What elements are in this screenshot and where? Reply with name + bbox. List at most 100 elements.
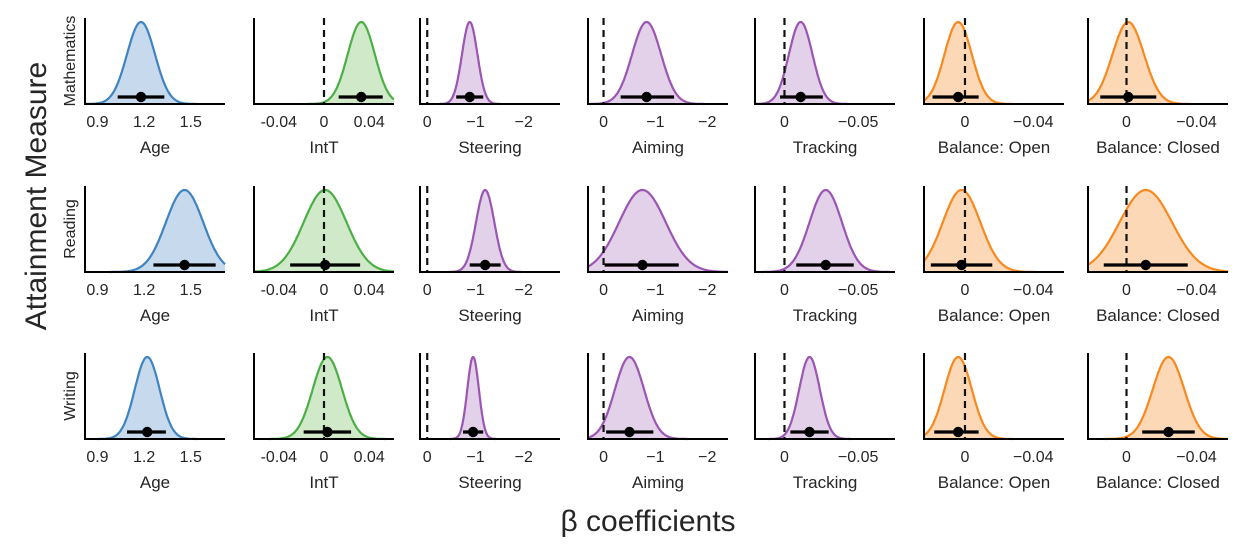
density-fill (438, 22, 501, 104)
panel-2-4: 0 −0.05 Tracking (754, 353, 895, 492)
x-tick-label: 1.2 (133, 114, 155, 131)
x-tick-label: −2 (515, 449, 533, 466)
x-tick-label: −1 (466, 449, 484, 466)
x-tick-label: −0.04 (1013, 114, 1054, 131)
posterior-mean-point (952, 91, 964, 103)
panel-2-3: 0 −1 −2 Aiming (587, 353, 728, 492)
density-curve (754, 20, 848, 106)
density-fill (588, 22, 705, 104)
density-curve (587, 188, 728, 273)
posterior-mean-point (467, 426, 479, 438)
x-tick-label: 0 (961, 282, 970, 299)
density-fill (449, 357, 497, 439)
posterior-mean-point (135, 91, 147, 103)
posterior-mean-point (479, 259, 491, 271)
x-tick-label: 1.5 (180, 114, 202, 131)
x-tick-label: 0.04 (354, 114, 385, 131)
panel-1-5: 0 −0.04 Balance: Open (923, 186, 1064, 325)
posterior-mean-point (142, 426, 153, 438)
density-curve (923, 355, 1013, 441)
density-curve (587, 355, 688, 441)
density-fill (588, 357, 688, 439)
column-label-2: Steering (458, 138, 521, 157)
density-curve (1087, 20, 1192, 106)
density-fill (587, 190, 728, 272)
x-tick-label: 0 (599, 449, 608, 466)
column-label-1: IntT (309, 473, 338, 492)
x-tick-label: 0 (599, 282, 608, 299)
density-fill (923, 357, 1013, 439)
row-label-2: Writing (62, 371, 79, 421)
x-tick-label: −0.04 (1176, 114, 1217, 131)
density-fill (760, 190, 891, 272)
column-label-1: IntT (309, 306, 338, 325)
panel-0-6: 0 −0.04 Balance: Closed (1087, 18, 1228, 157)
density-fill (97, 357, 197, 439)
density-curve (268, 355, 387, 441)
x-tick-label: −0.04 (1013, 449, 1054, 466)
density-curve (438, 20, 501, 106)
panel-2-1: -0.04 0 0.04 IntT (253, 353, 394, 492)
posterior-mean-point (820, 259, 831, 271)
density-fill (85, 22, 197, 104)
column-label-3: Aiming (632, 306, 684, 325)
density-fill (448, 190, 522, 272)
density-fill (254, 190, 394, 272)
density-fill (924, 190, 1037, 272)
posterior-mean-point (952, 426, 964, 438)
x-tick-label: −2 (698, 114, 716, 131)
column-label-4: Tracking (793, 138, 858, 157)
attainment-measure-label: Attainment Measure (20, 62, 53, 330)
x-tick-label: 0.9 (86, 282, 108, 299)
density-fill (754, 22, 848, 104)
density-curve (307, 20, 395, 106)
panel-1-6: 0 −0.04 Balance: Closed (1087, 186, 1229, 325)
density-fill (923, 22, 1013, 104)
density-curve (449, 355, 497, 441)
column-label-4: Tracking (793, 473, 858, 492)
panel-2-5: 0 −0.04 Balance: Open (923, 353, 1064, 492)
x-tick-label: 0.04 (354, 449, 385, 466)
x-tick-label: −0.04 (1176, 282, 1217, 299)
panel-0-5: 0 −0.04 Balance: Open (923, 18, 1064, 157)
column-label-6: Balance: Closed (1096, 306, 1220, 325)
column-label-5: Balance: Open (938, 473, 1050, 492)
x-tick-label: 0 (1122, 449, 1131, 466)
posterior-mean-point (1140, 259, 1151, 271)
column-label-3: Aiming (632, 138, 684, 157)
posterior-mean-point (637, 259, 648, 271)
panel-1-3: 0 −1 −2 Aiming (587, 186, 728, 325)
density-curve (588, 20, 705, 106)
x-tick-label: −1 (646, 449, 664, 466)
x-tick-label: −0.05 (838, 282, 879, 299)
x-tick-label: 0 (320, 449, 329, 466)
panel-1-4: 0 −0.05 Tracking (754, 186, 895, 325)
column-label-2: Steering (458, 306, 521, 325)
x-tick-label: −2 (515, 282, 533, 299)
density-curve (768, 355, 851, 441)
x-tick-label: 0.04 (354, 282, 385, 299)
density-fill (307, 22, 394, 104)
column-label-5: Balance: Open (938, 138, 1050, 157)
x-tick-label: 0 (320, 282, 329, 299)
column-label-2: Steering (458, 473, 521, 492)
posterior-mean-point (1163, 426, 1174, 438)
posterior-mean-point (464, 91, 475, 103)
x-tick-label: 0 (961, 114, 970, 131)
column-label-0: Age (140, 306, 170, 325)
x-tick-label: −2 (698, 449, 716, 466)
x-tick-label: 0 (780, 114, 789, 131)
posterior-mean-point (956, 259, 967, 271)
posterior-mean-point (322, 426, 333, 438)
x-tick-label: −0.05 (838, 114, 879, 131)
x-tick-label: 0 (780, 449, 789, 466)
x-tick-label: 0 (320, 114, 329, 131)
beta-coefficients-label: β coefficients (560, 505, 735, 538)
panel-1-1: -0.04 0 0.04 IntT (253, 186, 394, 325)
column-label-3: Aiming (632, 473, 684, 492)
posterior-mean-point (641, 91, 652, 103)
posterior-mean-point (1123, 91, 1134, 103)
density-curve (760, 188, 891, 274)
column-label-0: Age (140, 138, 170, 157)
